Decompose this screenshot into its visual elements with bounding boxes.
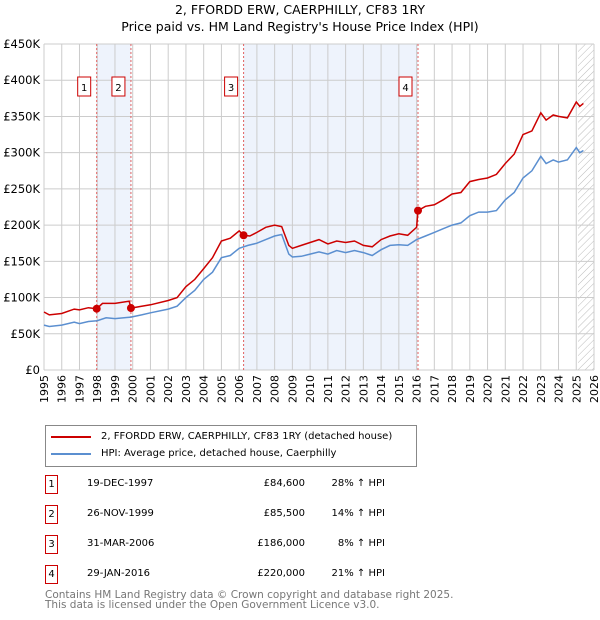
transaction-row: 4 29-JAN-2016 £220,000 21% ↑ HPI [45, 565, 385, 585]
y-tick-label: £100K [3, 291, 40, 305]
hpi-line [43, 146, 584, 328]
x-tick-label: 2021 [499, 375, 512, 403]
x-tick-label: 1997 [73, 375, 86, 403]
transaction-price: £220,000 [257, 568, 305, 579]
x-tick-label: 2023 [535, 375, 548, 403]
chart-subtitle: Price paid vs. HM Land Registry's House … [121, 19, 479, 34]
x-tick-label: 2012 [340, 375, 353, 403]
x-tick-label: 1996 [56, 375, 69, 403]
x-tick-label: 2022 [517, 375, 530, 403]
transaction-label-box [398, 76, 413, 97]
x-tick-label: 2017 [428, 375, 441, 403]
transaction-hpi-delta: 21% ↑ HPI [331, 568, 385, 579]
x-tick-label: 2006 [233, 375, 246, 403]
footer-line-1: Contains HM Land Registry data © Crown c… [45, 589, 454, 601]
legend: 2, FFORDD ERW, CAERPHILLY, CF83 1RY (det… [45, 425, 417, 467]
y-tick-label: £0 [25, 363, 40, 377]
forecast-hatch [578, 44, 594, 370]
x-tick-label: 2002 [162, 375, 175, 403]
y-tick-label: £250K [3, 182, 40, 196]
x-tick-label: 2026 [588, 375, 600, 403]
transaction-point [92, 304, 101, 313]
transaction-date: 19-DEC-1997 [87, 478, 154, 489]
transaction-number-badge: 3 [45, 535, 58, 554]
x-tick-label: 2024 [553, 375, 566, 403]
x-tick-label: 2008 [269, 375, 282, 403]
x-tick-label: 2025 [570, 375, 583, 403]
chart-title: 2, FFORDD ERW, CAERPHILLY, CF83 1RY [174, 2, 426, 17]
x-tick-label: 2007 [251, 375, 264, 403]
x-tick-label: 2013 [357, 375, 370, 403]
transaction-label: 3 [228, 83, 234, 94]
y-tick-label: £450K [3, 37, 40, 51]
y-tick-label: £350K [3, 109, 40, 123]
x-tick-label: 1998 [91, 375, 104, 403]
x-tick-label: 2020 [482, 375, 495, 403]
transaction-date: 29-JAN-2016 [87, 568, 151, 579]
y-tick-label: £50K [11, 327, 41, 341]
x-tick-label: 2014 [375, 375, 388, 403]
footer: Contains HM Land Registry data © Crown c… [45, 589, 454, 611]
transaction-date: 26-NOV-1999 [87, 508, 154, 519]
legend-property-swatch [51, 435, 91, 438]
transaction-number-badge: 4 [45, 565, 58, 584]
y-tick-label: £150K [3, 254, 40, 268]
transaction-label: 2 [115, 83, 121, 94]
x-tick-label: 2004 [198, 375, 211, 403]
transaction-date: 31-MAR-2006 [87, 538, 155, 549]
y-tick-label: £200K [3, 218, 40, 232]
transaction-price: £186,000 [257, 538, 305, 549]
transaction-price: £84,600 [263, 478, 305, 489]
transaction-label-box [77, 76, 92, 97]
y-tick-label: £400K [3, 73, 40, 87]
transaction-hpi-delta: 28% ↑ HPI [331, 478, 385, 489]
legend-hpi-label: HPI: Average price, detached house, Caer… [101, 448, 337, 459]
x-tick-label: 2015 [393, 375, 406, 403]
x-tick-label: 2001 [144, 375, 157, 403]
x-tick-label: 2003 [180, 375, 193, 403]
transaction-point [126, 304, 135, 313]
transaction-row: 3 31-MAR-2006 £186,000 8% ↑ HPI [45, 535, 385, 555]
price-chart: 1995 1996 1997 1998 1999 2000 2001 2002 2003 2004… [3, 37, 600, 403]
y-tick-label: £300K [3, 146, 40, 160]
transaction-row: 2 26-NOV-1999 £85,500 14% ↑ HPI [45, 505, 385, 525]
transaction-hpi-delta: 8% ↑ HPI [337, 538, 385, 549]
x-tick-label: 1999 [109, 375, 122, 403]
transaction-number-badge: 2 [45, 505, 58, 524]
x-tick-label: 2010 [304, 375, 317, 403]
transaction-hpi-delta: 14% ↑ HPI [331, 508, 385, 519]
legend-property-label: 2, FFORDD ERW, CAERPHILLY, CF83 1RY (det… [101, 431, 393, 442]
shaded-period [243, 44, 418, 370]
shaded-period [96, 44, 131, 370]
transaction-label: 1 [81, 83, 87, 94]
legend-hpi-swatch [51, 452, 91, 455]
transaction-row: 1 19-DEC-1997 £84,600 28% ↑ HPI [45, 475, 385, 495]
transaction-price: £85,500 [263, 508, 305, 519]
x-tick-label: 2016 [411, 375, 424, 403]
transaction-point [239, 231, 248, 240]
x-tick-label: 2019 [464, 375, 477, 403]
x-tick-label: 1995 [38, 375, 51, 403]
transaction-label: 4 [402, 83, 408, 94]
property-price-line [43, 100, 584, 316]
x-tick-label: 2005 [215, 375, 228, 403]
transaction-point [414, 206, 422, 215]
x-tick-label: 2009 [286, 375, 299, 403]
x-tick-label: 2018 [446, 375, 459, 403]
footer-line-2: This data is licensed under the Open Gov… [45, 599, 380, 611]
x-tick-label: 2011 [322, 375, 335, 403]
transaction-number-badge: 1 [45, 475, 58, 494]
transaction-label-box [224, 76, 239, 97]
x-tick-label: 2000 [127, 375, 140, 403]
transaction-label-box [111, 76, 126, 97]
